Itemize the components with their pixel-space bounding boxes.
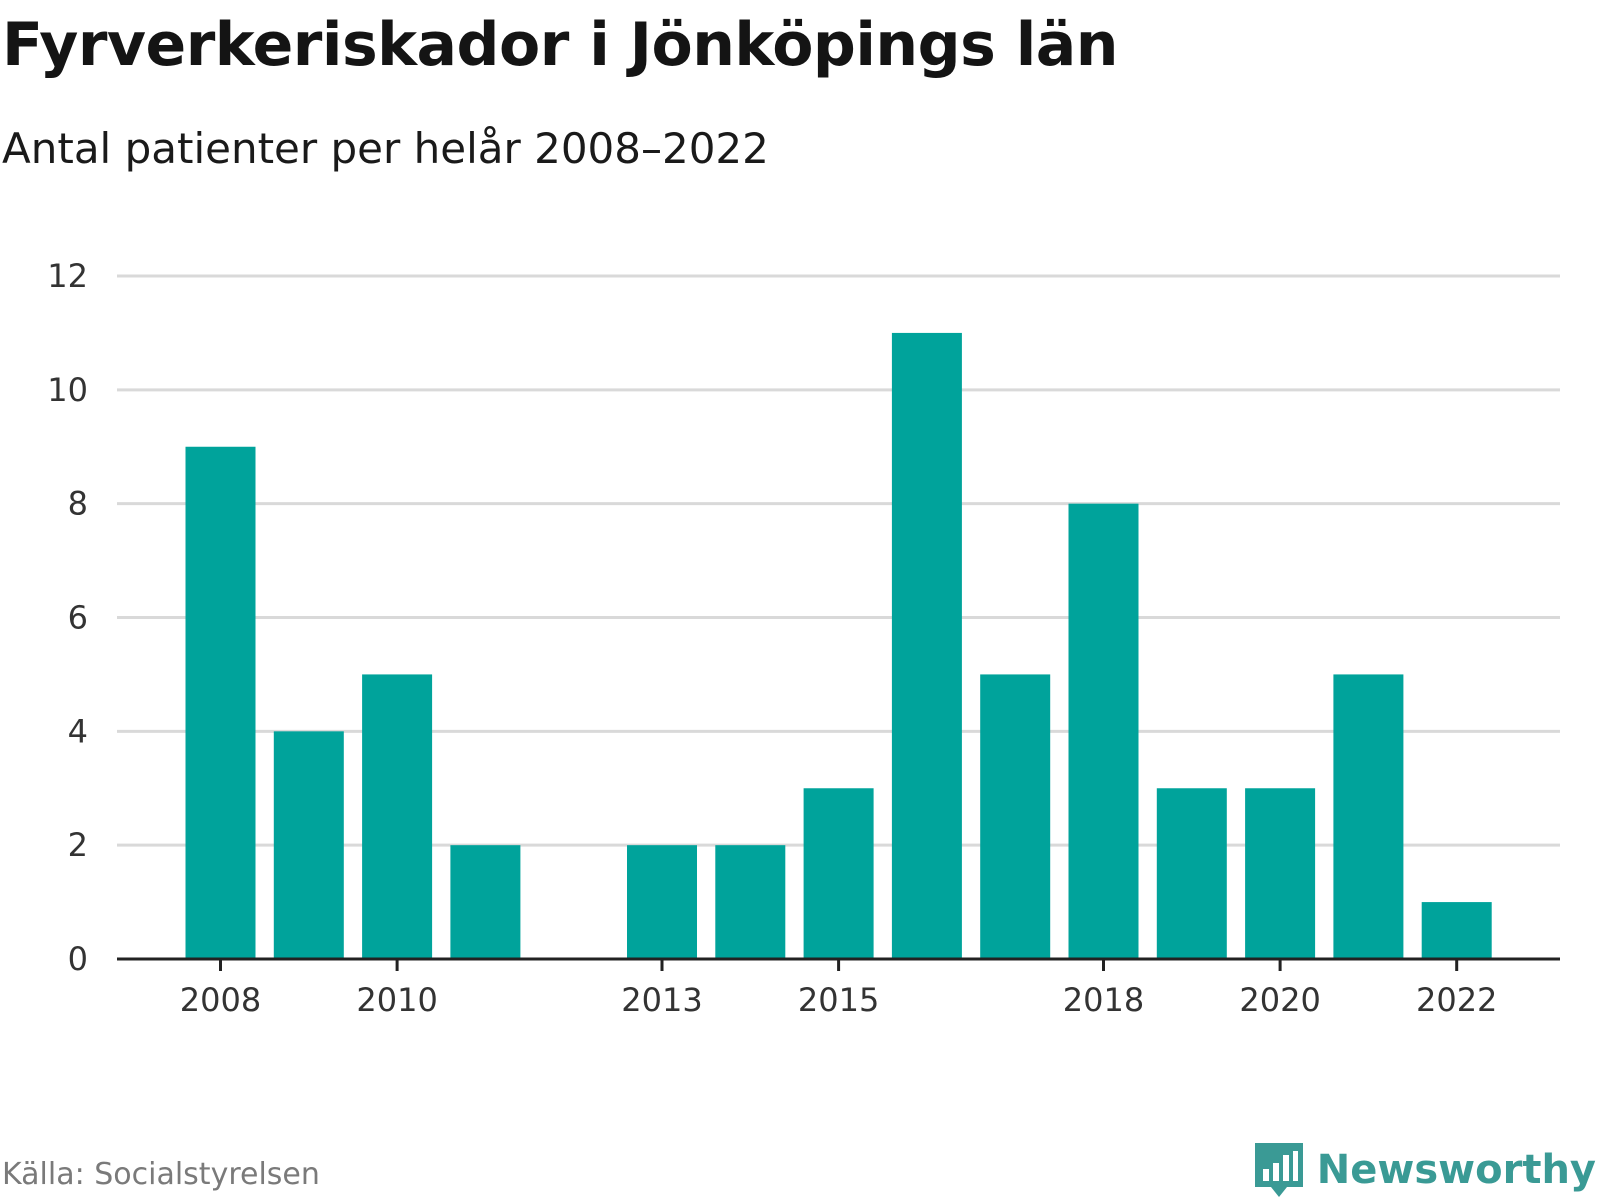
- x-tick-label: 2015: [798, 981, 879, 1019]
- y-tick-label: 4: [68, 712, 88, 750]
- y-tick-label: 6: [68, 599, 88, 637]
- source-note: Källa: Socialstyrelsen: [2, 1157, 320, 1192]
- y-tick-label: 10: [47, 371, 88, 409]
- bar-2010: [362, 674, 433, 959]
- x-tick-label: 2013: [621, 981, 702, 1019]
- bar-2018: [1068, 503, 1139, 959]
- x-tick-label: 2010: [356, 981, 437, 1019]
- bar-2013: [627, 845, 697, 959]
- y-tick-label: 2: [68, 826, 88, 864]
- brand-name: Newsworthy: [1316, 1147, 1596, 1193]
- chart-subtitle: Antal patienter per helår 2008–2022: [2, 124, 769, 173]
- newsworthy-logo-icon: [1254, 1143, 1303, 1197]
- y-tick-label: 8: [68, 485, 88, 523]
- bar-2019: [1156, 788, 1227, 959]
- bar-2008: [185, 446, 256, 959]
- bar-2016: [891, 332, 962, 960]
- bar-2009: [273, 731, 344, 959]
- x-tick-label: 2020: [1239, 981, 1320, 1019]
- bar-chart: 0 2 4 6 8 10 12 2008 2010 2013 2015 2018 2020 2022: [47, 257, 1560, 1019]
- brand-logo: Newsworthy: [1253, 1140, 1596, 1200]
- bar-2011: [450, 845, 521, 959]
- bar-2015: [803, 788, 874, 959]
- axes: [117, 957, 1560, 971]
- bar-2021: [1333, 674, 1404, 959]
- bar-2017: [980, 674, 1051, 959]
- x-tick-label: 2008: [180, 981, 261, 1019]
- y-tick-label: 0: [68, 940, 88, 978]
- x-tick-label: 2022: [1416, 981, 1497, 1019]
- bars: [185, 332, 1492, 960]
- y-tick-label: 12: [47, 257, 88, 295]
- bar-2020: [1245, 788, 1316, 959]
- x-tick-label: 2018: [1063, 981, 1144, 1019]
- tick-labels: 0 2 4 6 8 10 12 2008 2010 2013 2015 2018 2020 2022: [47, 257, 1497, 1019]
- chart-title: Fyrverkeriskador i Jönköpings län: [2, 10, 1118, 80]
- bar-2014: [715, 845, 786, 959]
- bar-2022: [1421, 902, 1492, 959]
